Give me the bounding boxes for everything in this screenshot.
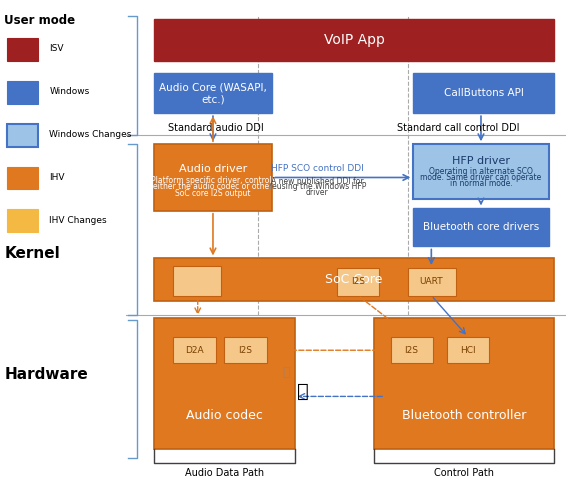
FancyBboxPatch shape [225,337,266,363]
Text: Kernel: Kernel [4,246,60,261]
Text: SoC core I2S output: SoC core I2S output [175,189,251,198]
Text: VoIP App: VoIP App [324,33,384,47]
Text: Standard audio DDI: Standard audio DDI [168,122,264,132]
Text: User mode: User mode [4,14,75,27]
FancyBboxPatch shape [413,73,555,113]
Text: IHV: IHV [49,173,65,182]
Text: HCI: HCI [460,346,476,355]
Text: UART: UART [420,277,443,286]
Text: 🎧: 🎧 [297,382,309,401]
Text: IHV Changes: IHV Changes [49,216,107,225]
FancyBboxPatch shape [154,144,272,211]
Text: 🔊: 🔊 [282,366,290,379]
Text: Bluetooth core drivers: Bluetooth core drivers [423,222,539,232]
Text: ISV: ISV [49,45,64,53]
Text: A new published DDI for: A new published DDI for [271,177,363,186]
Text: HFP driver: HFP driver [452,156,510,166]
FancyBboxPatch shape [408,268,456,296]
Text: Audio Core (WASAPI,
etc.): Audio Core (WASAPI, etc.) [159,83,267,104]
FancyBboxPatch shape [337,268,379,296]
Text: I2S: I2S [238,346,252,355]
FancyBboxPatch shape [154,318,295,449]
Text: mode. Same driver can operate: mode. Same driver can operate [420,173,541,182]
FancyBboxPatch shape [374,318,555,449]
FancyBboxPatch shape [447,337,489,363]
Text: either the audio codec or other: either the audio codec or other [153,182,273,192]
Text: driver: driver [306,188,329,197]
FancyBboxPatch shape [7,209,38,232]
Text: I2S: I2S [405,346,418,355]
Text: Standard call control DDI: Standard call control DDI [397,122,520,132]
Text: I2S: I2S [351,277,365,286]
Text: in normal mode.: in normal mode. [450,179,513,188]
FancyBboxPatch shape [154,258,555,301]
Text: Windows: Windows [49,87,90,96]
Text: Operating in alternate SCO: Operating in alternate SCO [429,167,533,176]
Text: reusing the Windows HFP: reusing the Windows HFP [269,182,366,192]
Text: CallButtons API: CallButtons API [444,88,524,98]
Text: D2A: D2A [185,346,204,355]
FancyBboxPatch shape [413,144,549,199]
Text: Audio driver: Audio driver [179,164,247,174]
FancyBboxPatch shape [7,167,38,190]
FancyBboxPatch shape [413,208,549,247]
FancyBboxPatch shape [154,73,272,113]
FancyBboxPatch shape [391,337,433,363]
FancyBboxPatch shape [7,38,38,61]
FancyBboxPatch shape [154,19,555,61]
Text: SoC Core: SoC Core [325,273,383,286]
FancyBboxPatch shape [174,265,222,297]
FancyBboxPatch shape [7,124,38,146]
Text: Platform specific driver, controls: Platform specific driver, controls [151,176,276,185]
Text: Hardware: Hardware [4,368,88,383]
Text: Bluetooth controller: Bluetooth controller [402,409,526,422]
Text: HFP SCO control DDI: HFP SCO control DDI [271,165,363,173]
Text: Audio codec: Audio codec [186,409,263,422]
Text: Windows Changes: Windows Changes [49,130,132,139]
FancyBboxPatch shape [7,81,38,104]
Text: Control Path: Control Path [434,468,494,478]
FancyBboxPatch shape [174,337,216,363]
Text: Audio Data Path: Audio Data Path [185,468,264,478]
